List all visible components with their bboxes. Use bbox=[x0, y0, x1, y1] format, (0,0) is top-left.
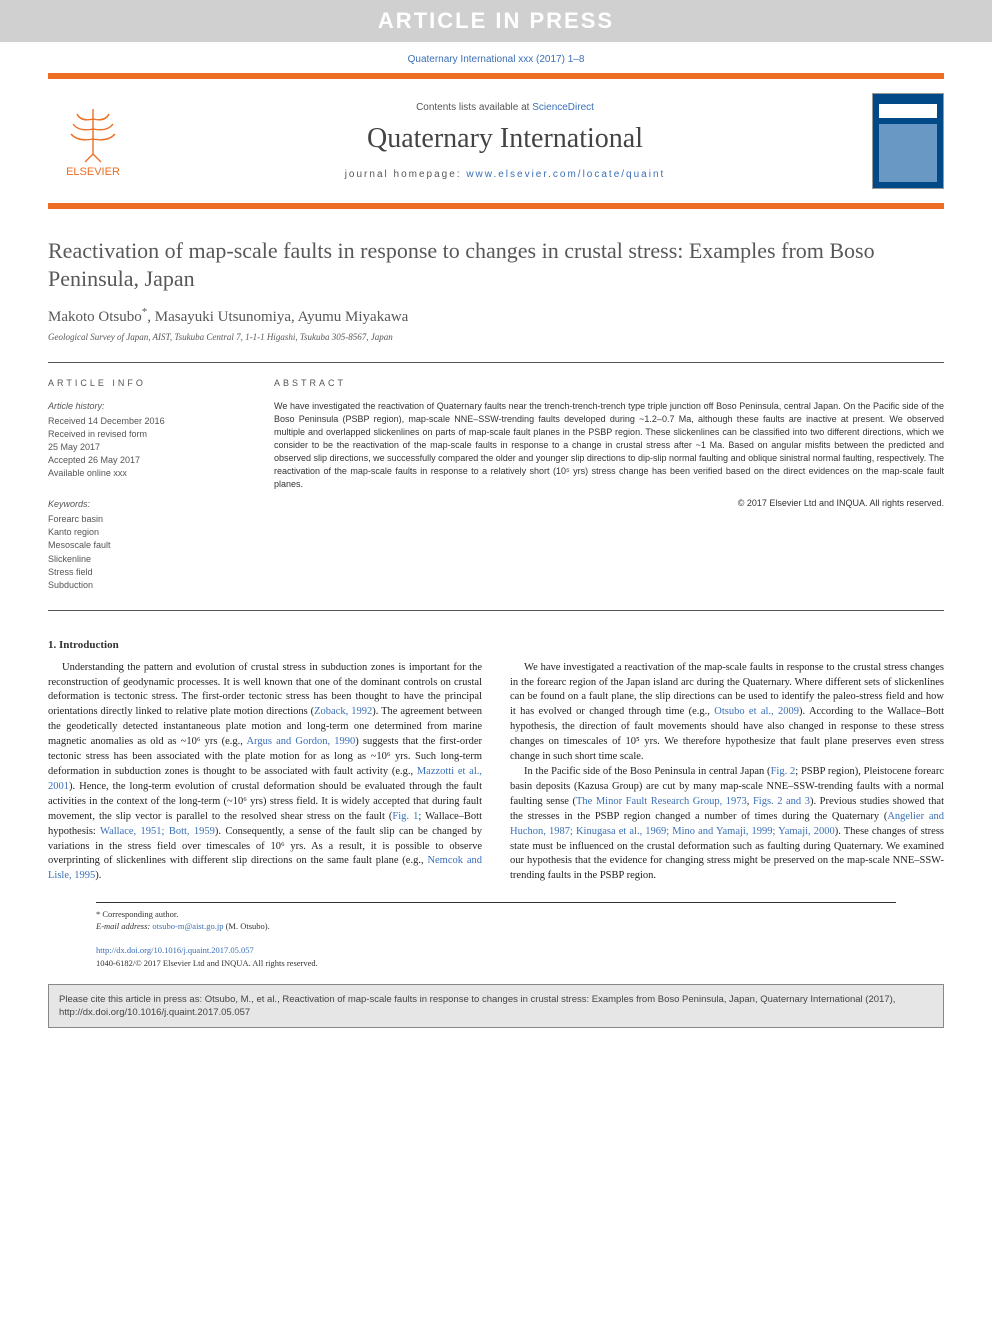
accepted-date: Accepted 26 May 2017 bbox=[48, 454, 238, 467]
journal-header: ELSEVIER Contents lists available at Sci… bbox=[48, 73, 944, 209]
journal-name: Quaternary International bbox=[138, 123, 872, 155]
citation-top: Quaternary International xxx (2017) 1–8 bbox=[0, 42, 992, 73]
article-info: ARTICLE INFO Article history: Received 1… bbox=[48, 377, 238, 592]
homepage-line: journal homepage: www.elsevier.com/locat… bbox=[138, 169, 872, 180]
intro-p1: Understanding the pattern and evolution … bbox=[48, 661, 482, 885]
meta-row: ARTICLE INFO Article history: Received 1… bbox=[48, 362, 944, 611]
cite-this-article-box: Please cite this article in press as: Ot… bbox=[48, 984, 944, 1029]
article-info-head: ARTICLE INFO bbox=[48, 377, 238, 390]
body-columns: Understanding the pattern and evolution … bbox=[48, 661, 944, 885]
abstract-copyright: © 2017 Elsevier Ltd and INQUA. All right… bbox=[274, 497, 944, 510]
keyword: Slickenline bbox=[48, 553, 238, 566]
ref-link[interactable]: Wallace, 1951; Bott, 1959 bbox=[100, 826, 215, 837]
fig-link[interactable]: Figs. 2 and 3 bbox=[753, 796, 810, 807]
contents-prefix: Contents lists available at bbox=[416, 102, 532, 113]
abstract-text: We have investigated the reactivation of… bbox=[274, 400, 944, 491]
intro-p2: We have investigated a reactivation of t… bbox=[510, 661, 944, 765]
homepage-link[interactable]: www.elsevier.com/locate/quaint bbox=[466, 169, 665, 180]
article-body: Reactivation of map-scale faults in resp… bbox=[48, 237, 944, 970]
email-line: E-mail address: otsubo-m@aist.go.jp (M. … bbox=[96, 921, 896, 933]
ref-link[interactable]: The Minor Fault Research Group, 1973 bbox=[576, 796, 747, 807]
page-footer: * Corresponding author. E-mail address: … bbox=[96, 902, 896, 970]
keyword: Kanto region bbox=[48, 526, 238, 539]
article-title: Reactivation of map-scale faults in resp… bbox=[48, 237, 944, 292]
section-1-head: 1. Introduction bbox=[48, 639, 944, 651]
abstract: ABSTRACT We have investigated the reacti… bbox=[274, 377, 944, 592]
article-in-press-banner: ARTICLE IN PRESS bbox=[0, 0, 992, 42]
authors: Makoto Otsubo*, Masayuki Utsunomiya, Ayu… bbox=[48, 306, 944, 326]
elsevier-tree-icon bbox=[63, 104, 123, 164]
journal-block: Contents lists available at ScienceDirec… bbox=[138, 102, 872, 180]
author-list: Makoto Otsubo*, Masayuki Utsunomiya, Ayu… bbox=[48, 309, 408, 325]
doi-link[interactable]: http://dx.doi.org/10.1016/j.quaint.2017.… bbox=[96, 945, 254, 955]
ref-link[interactable]: Otsubo et al., 2009 bbox=[714, 706, 799, 717]
received-date: Received 14 December 2016 bbox=[48, 415, 238, 428]
keyword: Mesoscale fault bbox=[48, 539, 238, 552]
elsevier-label: ELSEVIER bbox=[66, 166, 120, 178]
fig-link[interactable]: Fig. 2 bbox=[771, 766, 796, 777]
revised-line2: 25 May 2017 bbox=[48, 441, 238, 454]
keyword: Forearc basin bbox=[48, 513, 238, 526]
elsevier-logo[interactable]: ELSEVIER bbox=[48, 104, 138, 178]
corr-marker: * bbox=[142, 306, 148, 318]
journal-cover-thumbnail[interactable] bbox=[872, 93, 944, 189]
contents-line: Contents lists available at ScienceDirec… bbox=[138, 102, 872, 113]
issn-line: 1040-6182/© 2017 Elsevier Ltd and INQUA.… bbox=[96, 958, 896, 970]
corr-author-label: * Corresponding author. bbox=[96, 909, 896, 921]
ref-link[interactable]: Argus and Gordon, 1990 bbox=[246, 736, 355, 747]
keywords-label: Keywords: bbox=[48, 498, 238, 511]
affiliation: Geological Survey of Japan, AIST, Tsukub… bbox=[48, 332, 944, 342]
intro-p3: In the Pacific side of the Boso Peninsul… bbox=[510, 765, 944, 884]
online-date: Available online xxx bbox=[48, 467, 238, 480]
history-label: Article history: bbox=[48, 400, 238, 413]
keyword: Stress field bbox=[48, 566, 238, 579]
homepage-prefix: journal homepage: bbox=[345, 169, 467, 180]
doi-line: http://dx.doi.org/10.1016/j.quaint.2017.… bbox=[96, 945, 896, 957]
fig-link[interactable]: Fig. 1 bbox=[392, 811, 418, 822]
abstract-head: ABSTRACT bbox=[274, 377, 944, 390]
email-suffix: (M. Otsubo). bbox=[223, 921, 269, 931]
email-link[interactable]: otsubo-m@aist.go.jp bbox=[152, 921, 223, 931]
email-label: E-mail address: bbox=[96, 921, 152, 931]
revised-line1: Received in revised form bbox=[48, 428, 238, 441]
sciencedirect-link[interactable]: ScienceDirect bbox=[532, 102, 594, 113]
ref-link[interactable]: Zoback, 1992 bbox=[314, 706, 372, 717]
keyword: Subduction bbox=[48, 579, 238, 592]
